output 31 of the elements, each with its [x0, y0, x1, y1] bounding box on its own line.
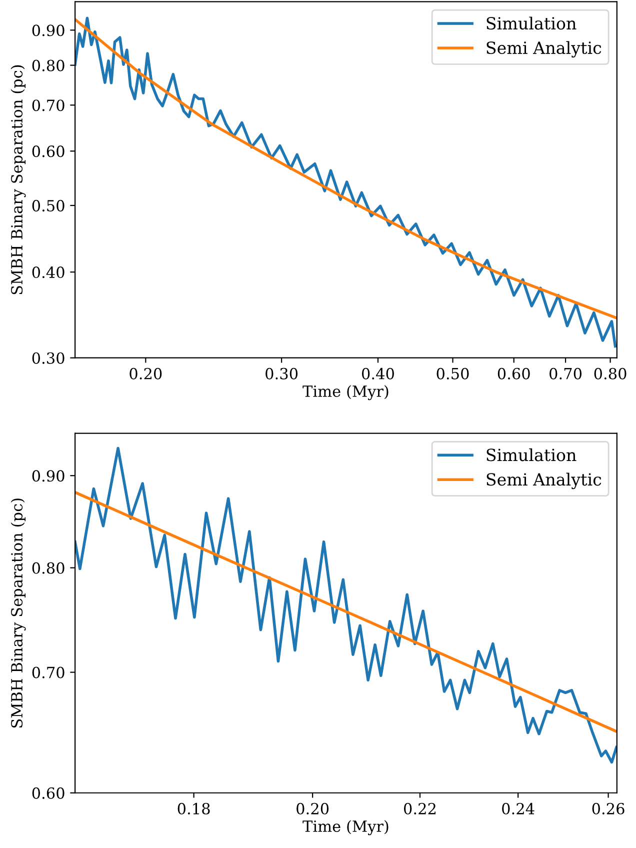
x-tick-label: 0.18	[178, 802, 210, 814]
x-tick-label: 0.70	[550, 368, 582, 380]
legend-label: Semi Analytic	[486, 41, 602, 58]
y-tick-label: 0.60	[32, 787, 64, 799]
legend-label: Semi Analytic	[486, 472, 602, 490]
y-tick-label: 0.60	[32, 146, 64, 158]
x-axis-title: Time (Myr)	[302, 820, 388, 836]
x-tick-label: 0.22	[404, 802, 436, 814]
y-axis-title: SMBH Binary Separation (pc)	[10, 498, 26, 728]
x-tick-label: 0.26	[592, 802, 624, 814]
y-tick-label: 0.90	[32, 24, 64, 36]
x-tick-label: 0.60	[498, 368, 530, 380]
y-tick-label: 0.50	[32, 200, 64, 212]
x-tick-label: 0.24	[502, 802, 534, 814]
y-tick-label: 0.30	[32, 352, 64, 364]
y-tick-label: 0.70	[32, 666, 64, 678]
legend-label: Simulation	[486, 448, 576, 462]
legend-label: Simulation	[486, 16, 576, 30]
x-axis-title: Time (Myr)	[302, 385, 388, 400]
x-tick-label: 0.50	[436, 368, 469, 380]
x-tick-label: 0.30	[266, 368, 298, 380]
x-tick-label: 0.20	[130, 368, 162, 380]
y-tick-label: 0.70	[32, 100, 64, 112]
x-tick-label: 0.40	[362, 368, 394, 380]
y-tick-label: 0.90	[32, 470, 64, 482]
y-tick-label: 0.40	[32, 266, 64, 278]
x-tick-label: 0.20	[296, 802, 329, 814]
x-tick-label: 0.80	[594, 368, 626, 380]
y-tick-label: 0.80	[32, 562, 64, 574]
y-axis-title: SMBH Binary Separation (pc)	[10, 65, 26, 294]
y-tick-label: 0.80	[32, 60, 64, 72]
